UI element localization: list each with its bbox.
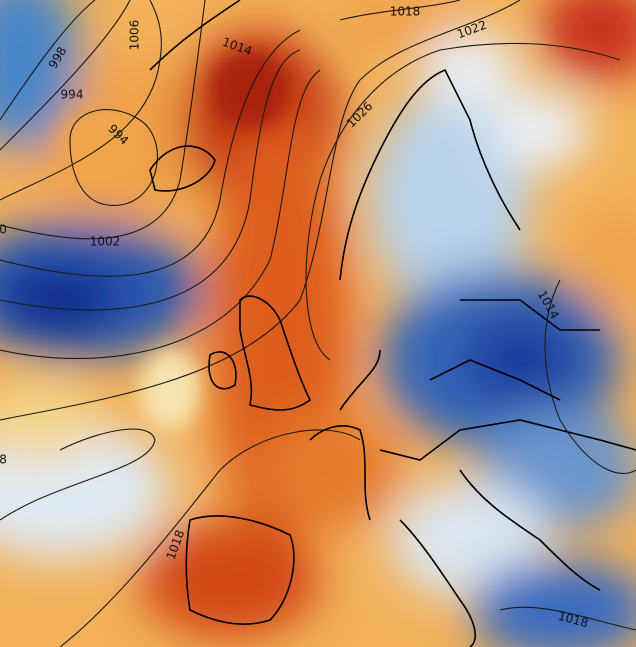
isobar-label: 8 — [0, 453, 7, 467]
isobar-label: 994 — [61, 88, 84, 102]
coastlines — [149, 0, 636, 647]
isobar-label: 1018 — [390, 5, 421, 19]
isobar-label: 1002 — [90, 235, 121, 249]
isobar-label: 0 — [0, 223, 7, 237]
isobar-label: 1006 — [128, 20, 142, 51]
